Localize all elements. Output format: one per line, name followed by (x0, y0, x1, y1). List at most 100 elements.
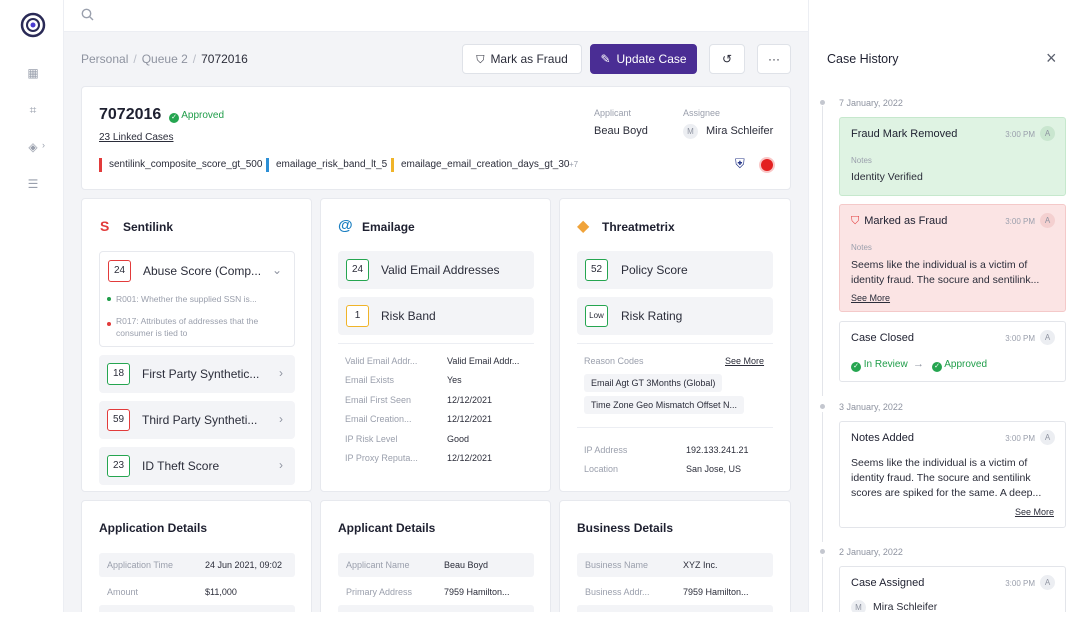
detail-key: Applicant Name (346, 560, 410, 570)
check-circle-icon: ✓ (169, 113, 179, 123)
row-label: Risk Rating (621, 309, 683, 323)
tag-sentilink[interactable]: sentilink_composite_score_gt_500 (99, 158, 262, 172)
applicant-details-card: Applicant Details Applicant Name Beau Bo… (320, 500, 551, 612)
score-box: 24 (346, 259, 369, 281)
mark-as-fraud-button[interactable]: ⛉ Mark as Fraud (462, 44, 582, 74)
abuse-score-panel[interactable]: 24 Abuse Score (Comp... ⌄ R001: Whether … (99, 251, 295, 347)
applicant-name: Beau Boyd (594, 125, 648, 137)
search-icon[interactable] (81, 8, 94, 24)
tag-emailage-risk[interactable]: emailage_risk_band_lt_5 (266, 158, 387, 172)
reason-codes-see-more[interactable]: See More (725, 356, 765, 366)
tag-emailage-creation[interactable]: emailage_email_creation_days_gt_30 (391, 158, 569, 172)
history-entry-marked-fraud[interactable]: ⛉ Marked as Fraud 3:00 PM A Notes Seems l… (839, 204, 1066, 312)
more-options-button[interactable]: ··· (757, 44, 791, 74)
detail-key: Primary Address (346, 587, 413, 597)
top-bar (64, 0, 808, 32)
history-button[interactable]: ↺ (709, 44, 745, 74)
valid-email-addresses-row[interactable]: 24 Valid Email Addresses (338, 251, 534, 289)
entry-assignee: Mira Schleifer (873, 601, 938, 612)
chevron-down-icon[interactable]: ⌄ (271, 263, 282, 277)
detail-value: 7959 Hamilton... (444, 587, 510, 597)
detail-key: Email Creation... (345, 414, 412, 424)
entry-notes: Seems like the individual is a victim of… (851, 457, 1042, 499)
assignee-name: Mira Schleifer (706, 125, 774, 137)
emailage-title: Emailage (362, 220, 415, 234)
entry-time: 3:00 PM (1005, 217, 1035, 226)
tags-more-count[interactable]: +7 (569, 160, 579, 169)
case-history-panel: Case History × 7 January, 2022 Fraud Mar… (808, 0, 1088, 612)
risk-indicator-icon (761, 159, 773, 171)
update-case-button[interactable]: ✎ Update Case (590, 44, 697, 74)
detail-value: $11,000 (205, 587, 237, 597)
see-more-link[interactable]: See More (851, 293, 891, 303)
sentilink-title: Sentilink (123, 220, 174, 234)
application-details-title: Application Details (99, 521, 208, 535)
detail-key: Business Name (585, 560, 649, 570)
detail-row (338, 605, 534, 612)
shield-check-icon[interactable]: ⛨ (735, 156, 745, 171)
score-box: 23 (107, 455, 130, 477)
breadcrumb-personal[interactable]: Personal (81, 52, 129, 66)
avatar: A (1040, 213, 1055, 228)
linked-cases-link[interactable]: 23 Linked Cases (99, 132, 174, 143)
row-label: Valid Email Addresses (381, 263, 500, 277)
detail-key: Email Exists (345, 375, 395, 385)
applicant-label: Applicant (594, 108, 632, 118)
window-bottom-edge (0, 612, 1088, 630)
risk-band-row[interactable]: 1 Risk Band (338, 297, 534, 335)
notes-label: Notes (851, 243, 872, 252)
list-icon[interactable]: ☰ (27, 177, 39, 191)
business-details-card: Business Details Business Name XYZ Inc. … (559, 500, 791, 612)
entry-title: Fraud Mark Removed (851, 128, 958, 140)
emailage-logo-icon: @ (338, 217, 353, 234)
chevron-right-icon: › (279, 366, 283, 380)
third-party-synthetic-row[interactable]: 59 Third Party Syntheti... › (99, 401, 295, 439)
history-entry-notes-added[interactable]: Notes Added 3:00 PM A Seems like the ind… (839, 421, 1066, 528)
layers-icon[interactable]: ◈ (28, 140, 38, 154)
case-id: 7072016 (99, 106, 162, 123)
history-entry-case-assigned[interactable]: Case Assigned 3:00 PM A M Mira Schleifer (839, 566, 1066, 612)
history-entry-fraud-removed[interactable]: Fraud Mark Removed 3:00 PM A Notes Ident… (839, 117, 1066, 196)
workflow-icon[interactable]: ⌗ (29, 103, 37, 117)
first-party-synthetic-row[interactable]: 18 First Party Synthetic... › (99, 355, 295, 393)
avatar: A (1040, 575, 1055, 590)
risk-rating-row[interactable]: Low Risk Rating (577, 297, 773, 335)
avatar: A (1040, 430, 1055, 445)
check-circle-icon: ✓ (851, 362, 861, 372)
detail-row (577, 605, 773, 612)
history-date: 3 January, 2022 (839, 402, 903, 412)
history-date: 7 January, 2022 (839, 98, 903, 108)
see-more-link[interactable]: See More (1014, 507, 1054, 517)
detail-value: Beau Boyd (444, 560, 489, 570)
case-history-title: Case History (827, 52, 899, 66)
breadcrumb-queue[interactable]: Queue 2 (141, 52, 188, 66)
pencil-icon: ✎ (600, 52, 611, 66)
policy-score-row[interactable]: 52 Policy Score (577, 251, 773, 289)
id-theft-score-row[interactable]: 23 ID Theft Score › (99, 447, 295, 485)
close-icon[interactable]: × (1046, 48, 1057, 68)
entry-time: 3:00 PM (1005, 334, 1035, 343)
timeline-dot (820, 404, 825, 409)
score-box: 52 (585, 259, 608, 281)
history-entry-case-closed[interactable]: Case Closed 3:00 PM A ✓ In Review → ✓ Ap… (839, 321, 1066, 382)
detail-value: Good (447, 434, 470, 444)
case-summary-card: 7072016 ✓ Approved 23 Linked Cases Appli… (81, 86, 791, 190)
status-badge: ✓ Approved (169, 110, 224, 123)
detail-value: 24 Jun 2021, 09:02 (205, 560, 283, 570)
detail-key: Business Addr... (585, 587, 650, 597)
app-logo[interactable] (20, 12, 46, 38)
emailage-card: @ Emailage 24 Valid Email Addresses 1 Ri… (320, 198, 551, 492)
dashboard-icon[interactable]: ▦ (27, 66, 39, 80)
application-details-card: Application Details Application Time 24 … (81, 500, 312, 612)
shield-icon: ⛉ (476, 54, 485, 66)
detail-value: San Jose, US (686, 464, 742, 474)
score-box: 59 (107, 409, 130, 431)
entry-notes: Seems like the individual is a victim of… (851, 259, 1040, 286)
applicant-details-title: Applicant Details (338, 521, 436, 535)
entry-notes: Identity Verified (851, 171, 923, 183)
chevron-right-icon: › (42, 140, 45, 150)
sentilink-logo-icon: S (100, 218, 110, 234)
detail-value: Valid Email Addr... (447, 356, 520, 366)
detail-key: IP Address (584, 445, 628, 455)
notes-label: Notes (851, 156, 872, 165)
